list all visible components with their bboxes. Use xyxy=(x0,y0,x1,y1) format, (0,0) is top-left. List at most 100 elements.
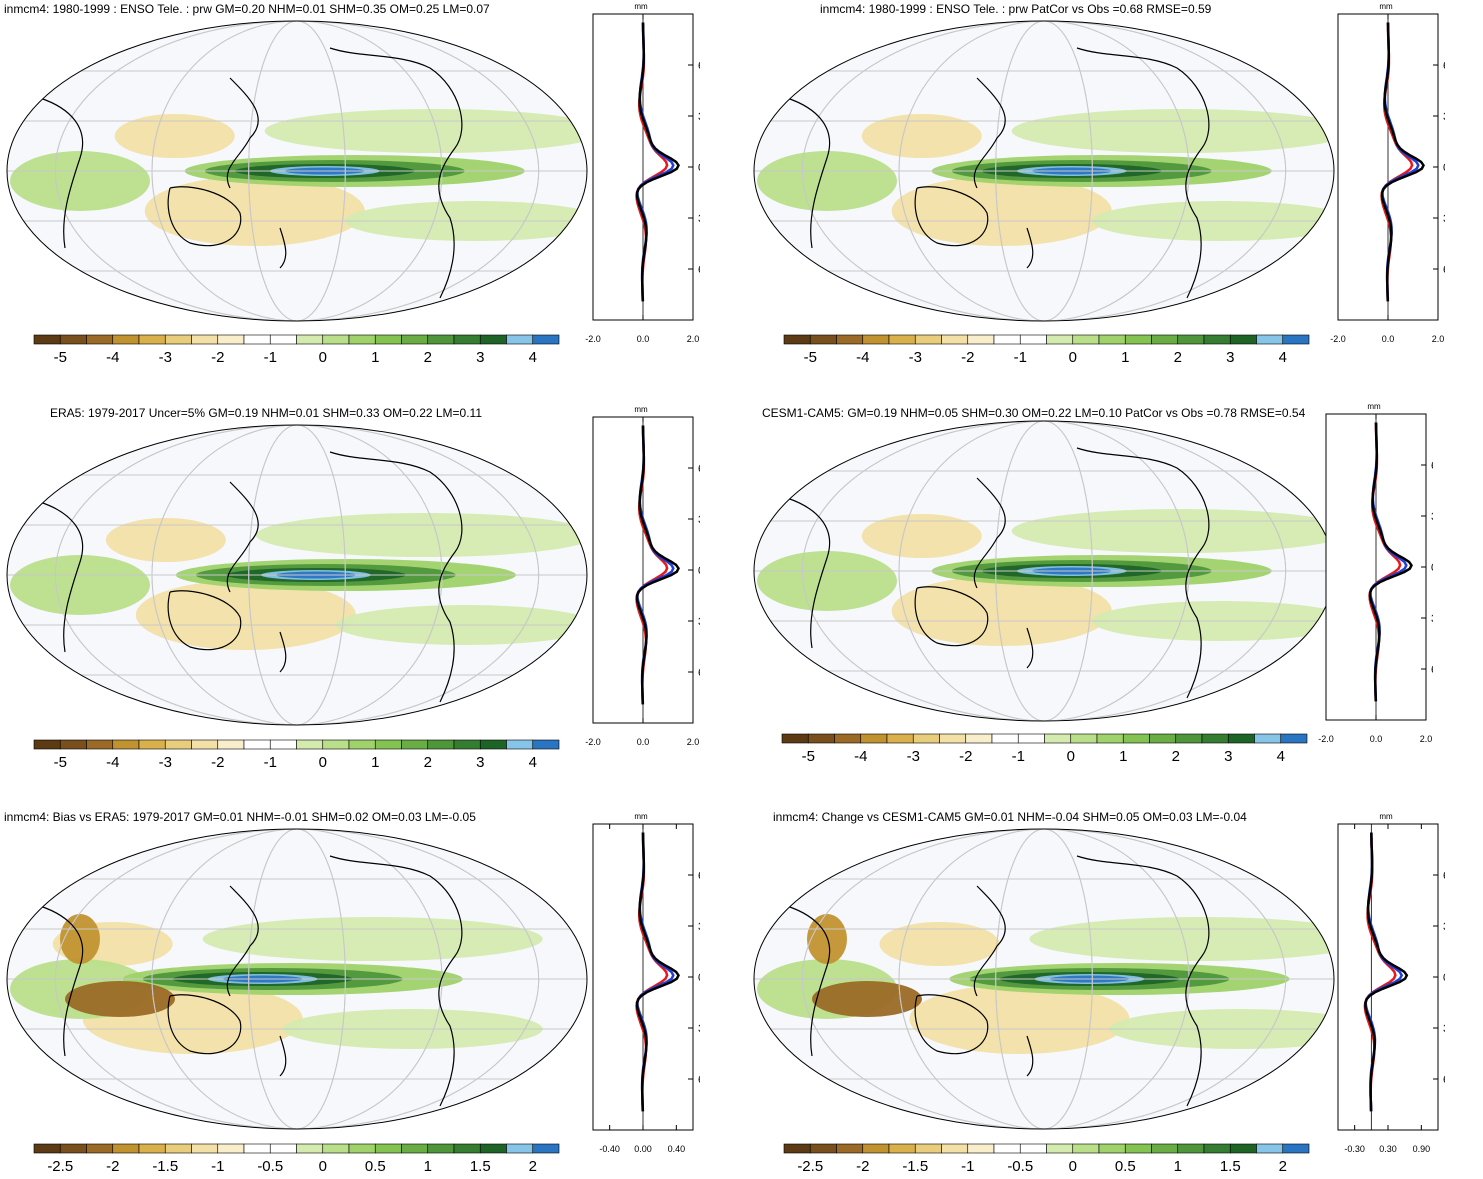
colorbar-tick-label: 1 xyxy=(1174,1158,1182,1175)
map-panel-2 xyxy=(753,20,1335,322)
colorbar-box-13 xyxy=(374,1143,402,1154)
anomaly-field-1 xyxy=(114,114,235,158)
colorbar-box-14 xyxy=(401,334,429,345)
graticule-lon xyxy=(248,21,346,321)
colorbar-tick-label: -3 xyxy=(159,349,172,366)
graticule-lon xyxy=(995,421,1093,721)
colorbar-tick-label: -1 xyxy=(1014,349,1027,366)
colorbar-box-17 xyxy=(479,739,507,750)
anomaly-field-2 xyxy=(264,109,587,153)
map-panel-5 xyxy=(6,828,588,1130)
colorbar-box-19 xyxy=(532,739,560,750)
colorbar-box-11 xyxy=(322,334,350,345)
colorbar-tick-label: -4 xyxy=(856,349,869,366)
colorbar-tick-label: 0.5 xyxy=(365,1158,386,1175)
colorbar-box-14 xyxy=(1149,733,1177,744)
coastline-3 xyxy=(39,501,84,653)
side-ytick-label: 30S xyxy=(1431,613,1433,625)
colorbar-box-14 xyxy=(1151,1143,1179,1154)
colorbar-box-17 xyxy=(1229,1143,1257,1154)
coastline-4 xyxy=(1026,227,1034,269)
colorbar-box-2 xyxy=(836,1143,864,1154)
colorbar-box-18 xyxy=(1254,733,1282,744)
coastline-0 xyxy=(329,451,463,703)
panel-title-5: inmcm4: Bias vs ERA5: 1979-2017 GM=0.01 … xyxy=(4,810,476,824)
colorbar-box-13 xyxy=(1124,1143,1152,1154)
colorbar-tick-label: 2 xyxy=(529,1158,537,1175)
side-ytick-label: 60N xyxy=(1431,460,1433,472)
colorbar-box-11 xyxy=(322,739,350,750)
zonal-mean-plot-1: mm 60N 30N 0 30S 60S -2.0 0.0 2.0 xyxy=(585,2,700,344)
side-ytick-label: 60N xyxy=(1443,870,1445,882)
side-ytick-label: 30S xyxy=(1443,213,1445,225)
colorbar-box-16 xyxy=(1203,334,1231,345)
zonal-mean-plot-3: mm 60N 30N 0 30S 60S -2.0 0.0 2.0 xyxy=(585,405,700,747)
colorbar-box-15 xyxy=(1175,733,1203,744)
colorbar-box-9 xyxy=(269,1143,297,1154)
colorbar-box-2 xyxy=(834,733,862,744)
side-ytick-label: 60S xyxy=(698,667,700,679)
side-ytick-label: 30S xyxy=(698,1023,700,1035)
colorbar-2: -5-4-3-2-1012345 xyxy=(783,334,1310,366)
colorbar-tick-label: -1.5 xyxy=(152,1158,178,1175)
colorbar-box-3 xyxy=(860,733,888,744)
map-panel-3 xyxy=(6,424,588,726)
colorbar-box-2 xyxy=(836,334,864,345)
side-ytick-label: 30S xyxy=(1443,1023,1445,1035)
colorbar-tick-label: -5 xyxy=(804,349,817,366)
colorbar-3: -5-4-3-2-1012345 xyxy=(33,739,560,771)
colorbar-tick-label: 1 xyxy=(424,1158,432,1175)
side-ytick-label: 60S xyxy=(698,1074,700,1086)
side-curve-black xyxy=(1380,22,1425,302)
panel-title-4: CESM1-CAM5: GM=0.19 NHM=0.05 SHM=0.30 OM… xyxy=(762,406,1306,420)
coastline-1 xyxy=(226,481,259,593)
side-ytick-label: 0 xyxy=(1431,562,1433,574)
colorbar-box-5 xyxy=(164,1143,192,1154)
colorbar-box-9 xyxy=(1019,334,1047,345)
colorbar-tick-label: -2 xyxy=(211,754,224,771)
colorbar-box-8 xyxy=(991,733,1019,744)
colorbar-tick-label: 4 xyxy=(529,754,537,771)
graticule-lon xyxy=(995,21,1093,321)
side-xtick-label: 2.0 xyxy=(1420,734,1433,744)
colorbar-box-7 xyxy=(217,739,245,750)
colorbar-box-13 xyxy=(1124,334,1152,345)
side-curve-black xyxy=(1364,832,1409,1112)
colorbar-tick-label: 0 xyxy=(1069,1158,1077,1175)
colorbar-box-7 xyxy=(965,733,993,744)
coastline-2 xyxy=(914,994,989,1055)
colorbar-box-16 xyxy=(453,1143,481,1154)
side-ytick-label: 0 xyxy=(698,972,700,984)
colorbar-box-11 xyxy=(322,1143,350,1154)
colorbar-box-3 xyxy=(112,739,140,750)
colorbar-box-17 xyxy=(479,1143,507,1154)
colorbar-box-13 xyxy=(374,739,402,750)
colorbar-box-9 xyxy=(1017,733,1045,744)
side-unit-label: mm xyxy=(1367,402,1381,411)
colorbar-tick-label: 3 xyxy=(1226,349,1234,366)
side-xtick-label: 0.0 xyxy=(637,334,650,344)
anomaly-field-0 xyxy=(891,176,1112,246)
side-unit-label: mm xyxy=(634,812,648,821)
coastline-4 xyxy=(279,1035,287,1077)
side-curve-black xyxy=(635,832,680,1112)
anomaly-field-2 xyxy=(255,513,587,557)
map-border xyxy=(6,20,588,322)
anomaly-field-11 xyxy=(807,914,847,964)
coastline-4 xyxy=(1026,627,1034,669)
colorbar-box-1 xyxy=(59,334,87,345)
colorbar-box-8 xyxy=(993,334,1021,345)
coastline-3 xyxy=(39,905,84,1057)
colorbar-box-10 xyxy=(1046,1143,1074,1154)
colorbar-box-3 xyxy=(112,334,140,345)
anomaly-field-1 xyxy=(861,114,982,158)
side-xtick-label: 0.40 xyxy=(668,1144,686,1154)
side-unit-label: mm xyxy=(1379,2,1393,11)
colorbar-box-19 xyxy=(532,334,560,345)
colorbar-box-5 xyxy=(914,1143,942,1154)
side-ytick-label: 30N xyxy=(698,921,700,933)
graticule-lon xyxy=(801,21,1287,321)
coastline-0 xyxy=(1076,447,1210,699)
colorbar-box-0 xyxy=(33,334,61,345)
colorbar-box-16 xyxy=(1201,733,1229,744)
